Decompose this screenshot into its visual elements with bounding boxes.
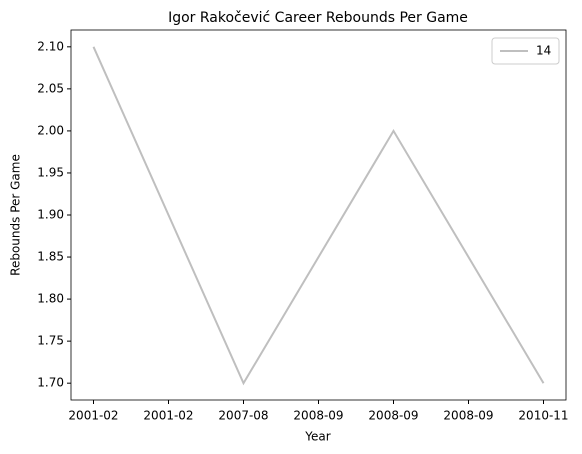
- legend-label: 14: [536, 44, 551, 58]
- x-tick-label: 2008-09: [368, 409, 418, 423]
- x-axis-label: Year: [304, 430, 330, 444]
- y-tick-label: 1.90: [37, 208, 64, 222]
- y-tick-label: 2.00: [37, 123, 64, 137]
- line: [92, 46, 545, 386]
- y-tick-label: 2.05: [37, 81, 64, 95]
- y-tick-label: 1.80: [37, 292, 64, 306]
- x-tick-label: 2008-09: [293, 409, 343, 423]
- x-tick-label: 2001-02: [143, 409, 193, 423]
- y-tick-label: 1.75: [37, 334, 64, 348]
- y-tick-label: 1.95: [37, 165, 64, 179]
- x-tick-label: 2008-09: [443, 409, 493, 423]
- y-axis-label: Rebounds Per Game: [9, 154, 23, 276]
- x-tick-label: 2007-08: [218, 409, 268, 423]
- chart-title: Igor Rakočević Career Rebounds Per Game: [168, 10, 468, 26]
- axes-frame: [70, 29, 567, 401]
- y-tick-label: 1.85: [37, 250, 64, 264]
- y-tick-label: 1.70: [37, 376, 64, 390]
- x-tick-label: 2010-11: [518, 409, 568, 423]
- y-tick-label: 2.10: [37, 39, 64, 53]
- x-tick-label: 2001-02: [68, 409, 118, 423]
